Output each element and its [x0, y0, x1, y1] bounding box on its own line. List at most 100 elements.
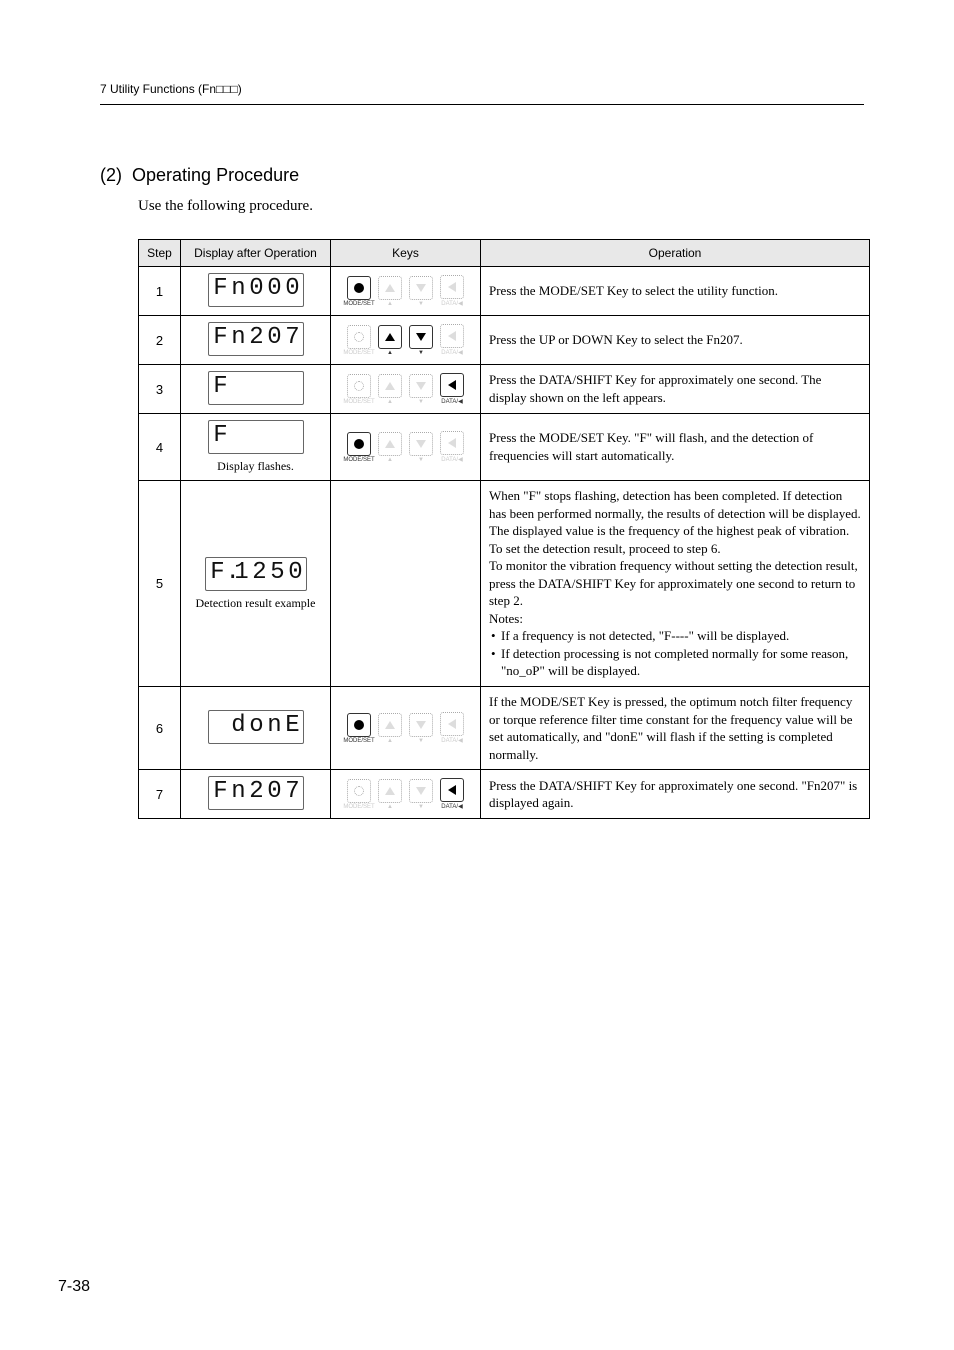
keypad: MODE/SET ▲ ▼ DATA/◀	[345, 275, 466, 307]
display-cell: Fn000	[181, 267, 331, 316]
key-0: MODE/SET	[345, 779, 373, 810]
display-cell: F Display flashes.	[181, 414, 331, 481]
key-button-icon	[409, 325, 433, 349]
key-label: ▼	[418, 457, 424, 463]
key-button-icon	[409, 374, 433, 398]
table-header-row: Step Display after Operation Keys Operat…	[139, 240, 870, 267]
step-cell: 7	[139, 770, 181, 819]
key-label: ▲	[387, 804, 393, 810]
key-2: ▼	[407, 713, 435, 744]
display-caption: Detection result example	[189, 596, 322, 611]
display-caption: Display flashes.	[189, 459, 322, 474]
key-2: ▼	[407, 276, 435, 307]
key-button-icon	[378, 276, 402, 300]
op-bullet-list: If a frequency is not detected, "F----" …	[489, 627, 861, 680]
key-label: ▼	[418, 350, 424, 356]
display-cell: donE	[181, 687, 331, 770]
step-cell: 3	[139, 365, 181, 414]
key-button-icon	[409, 432, 433, 456]
key-button-icon	[347, 713, 371, 737]
seven-segment-display: Fn000	[208, 273, 304, 307]
step-cell: 6	[139, 687, 181, 770]
key-label: MODE/SET	[343, 457, 374, 463]
keys-cell	[331, 481, 481, 687]
key-3: DATA/◀	[438, 373, 466, 405]
key-0: MODE/SET	[345, 432, 373, 463]
keys-cell: MODE/SET ▲ ▼ DATA/◀	[331, 687, 481, 770]
step-cell: 1	[139, 267, 181, 316]
step-cell: 2	[139, 316, 181, 365]
op-text: Notes:	[489, 610, 861, 628]
key-button-icon	[409, 779, 433, 803]
table-row: 3F MODE/SET▲▼DATA/◀Press the DATA/SHIFT …	[139, 365, 870, 414]
step-cell: 5	[139, 481, 181, 687]
key-1: ▲	[376, 325, 404, 356]
table-row: 6 donEMODE/SET▲▼DATA/◀If the MODE/SET Ke…	[139, 687, 870, 770]
key-label: MODE/SET	[343, 350, 374, 356]
operation-cell: Press the DATA/SHIFT Key for approximate…	[481, 770, 870, 819]
key-label: ▲	[387, 457, 393, 463]
key-label: DATA/◀	[441, 300, 462, 307]
op-bullet: If a frequency is not detected, "F----" …	[489, 627, 861, 645]
key-3: DATA/◀	[438, 778, 466, 810]
keypad: MODE/SET▲▼DATA/◀	[345, 431, 466, 463]
key-button-icon	[440, 324, 464, 348]
key-button-icon	[440, 778, 464, 802]
keypad: MODE/SET▲▼DATA/◀	[345, 373, 466, 405]
key-label: MODE/SET	[343, 804, 374, 810]
key-button-icon	[440, 373, 464, 397]
section-number: (2)	[100, 165, 122, 185]
key-button-icon	[440, 712, 464, 736]
step-cell: 4	[139, 414, 181, 481]
key-1: ▲	[376, 432, 404, 463]
key-label: ▲	[387, 301, 393, 307]
chapter-title: 7 Utility Functions (Fn□□□)	[100, 82, 242, 96]
key-button-icon	[440, 275, 464, 299]
procedure-table: Step Display after Operation Keys Operat…	[138, 239, 870, 819]
operation-cell: Press the MODE/SET Key. "F" will flash, …	[481, 414, 870, 481]
seven-segment-display: Fn207	[208, 776, 304, 810]
key-button-icon	[378, 713, 402, 737]
key-button-icon	[347, 374, 371, 398]
operation-cell: When "F" stops flashing, detection has b…	[481, 481, 870, 687]
key-button-icon	[409, 713, 433, 737]
key-0: MODE/SET	[345, 713, 373, 744]
key-1: ▲	[376, 276, 404, 307]
key-button-icon	[378, 374, 402, 398]
page-header: 7 Utility Functions (Fn□□□)	[100, 80, 864, 105]
key-label: MODE/SET	[343, 399, 374, 405]
section-title-text: Operating Procedure	[132, 165, 299, 185]
key-2: ▼	[407, 374, 435, 405]
key-button-icon	[378, 432, 402, 456]
display-cell: Fn207	[181, 316, 331, 365]
seven-segment-display: F.1250	[205, 557, 307, 591]
display-cell: F.1250 Detection result example	[181, 481, 331, 687]
key-button-icon	[347, 325, 371, 349]
operation-cell: Press the DATA/SHIFT Key for approximate…	[481, 365, 870, 414]
key-0: MODE/SET	[345, 276, 373, 307]
key-label: ▲	[387, 738, 393, 744]
key-label: MODE/SET	[343, 738, 374, 744]
key-button-icon	[378, 779, 402, 803]
seven-segment-display: Fn207	[208, 322, 304, 356]
key-2: ▼	[407, 325, 435, 356]
keypad: MODE/SET▲ ▼ DATA/◀	[345, 324, 466, 356]
operation-cell: Press the UP or DOWN Key to select the F…	[481, 316, 870, 365]
key-2: ▼	[407, 779, 435, 810]
key-label: DATA/◀	[441, 398, 462, 405]
key-button-icon	[378, 325, 402, 349]
key-label: MODE/SET	[343, 301, 374, 307]
key-label: DATA/◀	[441, 737, 462, 744]
key-button-icon	[440, 431, 464, 455]
key-1: ▲	[376, 779, 404, 810]
display-cell: F	[181, 365, 331, 414]
keys-cell: MODE/SET▲▼DATA/◀	[331, 414, 481, 481]
op-bullet: If detection processing is not completed…	[489, 645, 861, 680]
seven-segment-display: F	[208, 371, 304, 405]
keypad: MODE/SET ▲ ▼DATA/◀	[345, 778, 466, 810]
key-button-icon	[347, 276, 371, 300]
key-label: DATA/◀	[441, 349, 462, 356]
key-0: MODE/SET	[345, 374, 373, 405]
key-button-icon	[347, 432, 371, 456]
key-button-icon	[347, 779, 371, 803]
